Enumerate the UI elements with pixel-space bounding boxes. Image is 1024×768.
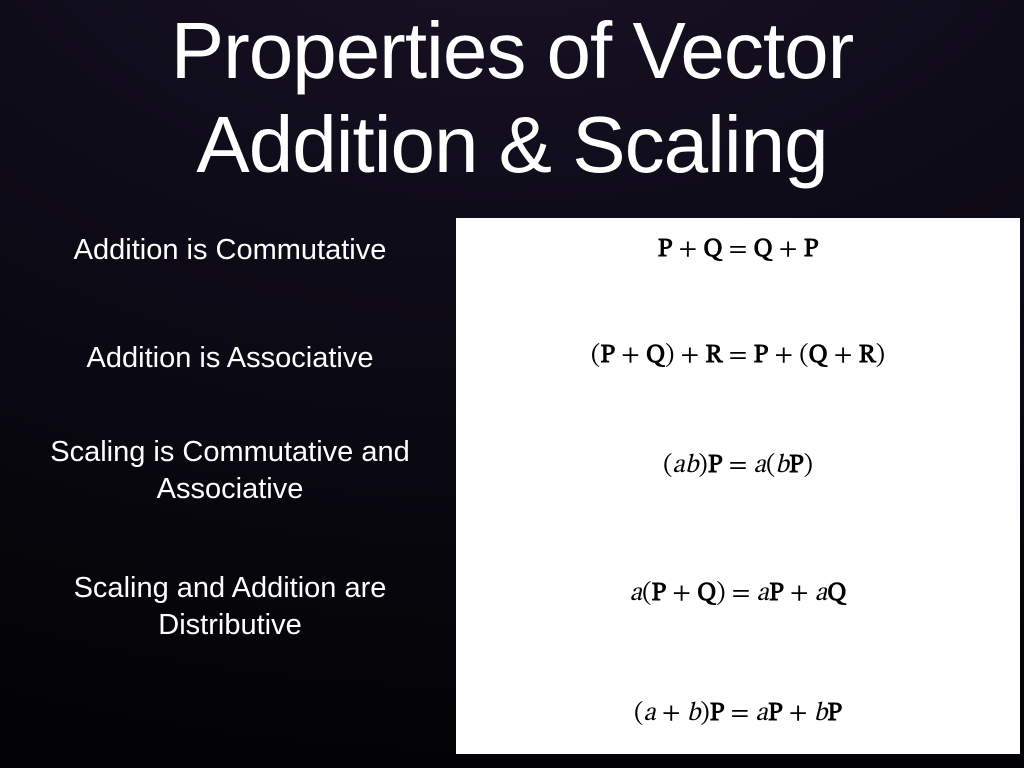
label-scaling-comm-assoc: Scaling is Commutative and Associative [0,434,460,508]
equation-scaling-comm-assoc: (ab)P = a(bP) [456,450,1020,483]
label-distributive: Scaling and Addition are Distributive [0,570,460,644]
equation-addition-commutative: P + Q = Q + P [456,234,1020,267]
label-text-line: Scaling is Commutative and [50,436,409,468]
property-labels-column: Addition is Commutative Addition is Asso… [0,232,460,752]
title-line-2: Addition & Scaling [196,100,827,189]
equation-addition-associative: (P + Q) + R = P + (Q + R) [456,340,1020,373]
label-text: Addition is Commutative [74,234,387,266]
equation-distributive-over-scalar: (a + b)P = aP + bP [456,698,1020,731]
slide-title: Properties of Vector Addition & Scaling [0,4,1024,192]
label-text-line: Scaling and Addition are [74,572,387,604]
label-text-line: Associative [157,473,304,505]
label-commutative-addition: Addition is Commutative [0,232,460,269]
title-line-1: Properties of Vector [171,6,854,95]
equations-panel: P + Q = Q + P (P + Q) + R = P + (Q + R) … [456,218,1020,754]
label-text: Addition is Associative [87,342,374,374]
equation-distributive-over-add: a(P + Q) = aP + aQ [456,578,1020,611]
label-text-line: Distributive [158,609,301,641]
label-associative-addition: Addition is Associative [0,340,460,377]
